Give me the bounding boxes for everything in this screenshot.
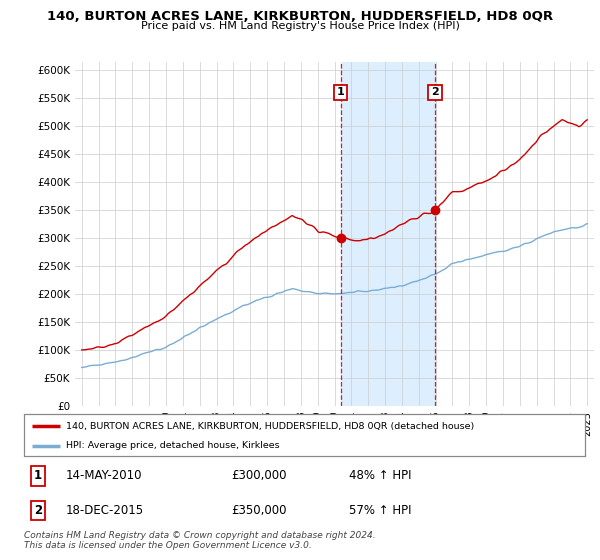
Text: 48% ↑ HPI: 48% ↑ HPI <box>349 469 412 483</box>
Bar <box>341 62 435 406</box>
Text: 140, BURTON ACRES LANE, KIRKBURTON, HUDDERSFIELD, HD8 0QR (detached house): 140, BURTON ACRES LANE, KIRKBURTON, HUDD… <box>66 422 475 431</box>
Text: 18-DEC-2015: 18-DEC-2015 <box>66 504 144 517</box>
Text: 1: 1 <box>337 87 344 97</box>
Text: 14-MAY-2010: 14-MAY-2010 <box>66 469 143 483</box>
Text: 140, BURTON ACRES LANE, KIRKBURTON, HUDDERSFIELD, HD8 0QR: 140, BURTON ACRES LANE, KIRKBURTON, HUDD… <box>47 10 553 23</box>
Text: £350,000: £350,000 <box>232 504 287 517</box>
Text: 1: 1 <box>34 469 42 483</box>
Text: HPI: Average price, detached house, Kirklees: HPI: Average price, detached house, Kirk… <box>66 441 280 450</box>
Text: Price paid vs. HM Land Registry's House Price Index (HPI): Price paid vs. HM Land Registry's House … <box>140 21 460 31</box>
Text: 2: 2 <box>431 87 439 97</box>
Text: £300,000: £300,000 <box>232 469 287 483</box>
Text: 2: 2 <box>34 504 42 517</box>
Text: 57% ↑ HPI: 57% ↑ HPI <box>349 504 412 517</box>
Text: Contains HM Land Registry data © Crown copyright and database right 2024.
This d: Contains HM Land Registry data © Crown c… <box>24 531 376 550</box>
